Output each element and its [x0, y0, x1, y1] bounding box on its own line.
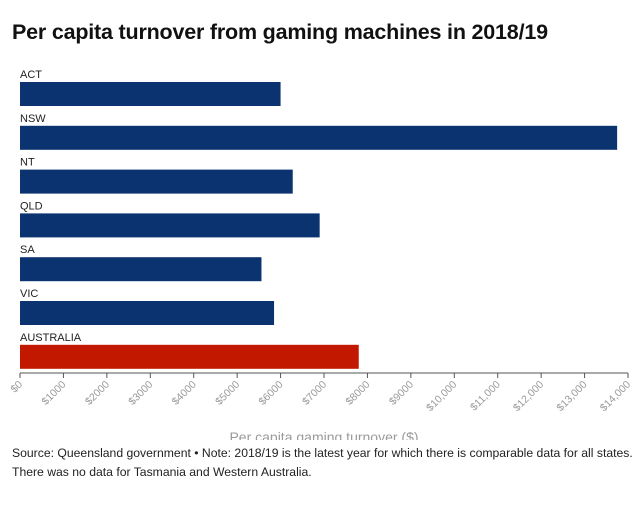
x-tick-label: $7000 [300, 379, 329, 408]
x-axis-title: Per capita gaming turnover ($) [229, 429, 418, 440]
x-tick-label: $1000 [39, 379, 68, 408]
category-label: SA [20, 244, 35, 256]
chart-title: Per capita turnover from gaming machines… [12, 20, 548, 44]
bar [20, 169, 293, 194]
category-label: ACT [20, 69, 42, 81]
category-label: QLD [20, 200, 43, 212]
category-label: NSW [20, 113, 46, 125]
x-tick-label: $8000 [343, 379, 372, 408]
category-label: NT [20, 157, 35, 169]
bar [20, 213, 320, 238]
x-tick-label: $12,000 [511, 379, 546, 414]
x-tick-label: $13,000 [554, 379, 589, 414]
x-tick-label: $0 [8, 379, 25, 396]
x-tick-label: $3000 [126, 379, 155, 408]
source-note: Source: Queensland government • Note: 20… [12, 446, 633, 479]
x-tick-label: $4000 [170, 379, 199, 408]
category-label: VIC [20, 288, 38, 300]
bar [20, 125, 618, 150]
x-tick-label: $11,000 [468, 379, 503, 414]
x-tick-label: $9000 [387, 379, 416, 408]
bar [20, 257, 262, 282]
bar-chart: ACT NSW NT QLD SA VIC AUSTRALIA $0 $1000 $2000 $30… [8, 69, 633, 440]
x-tick-label: $6000 [257, 379, 286, 408]
category-label: AUSTRALIA [20, 332, 82, 344]
x-tick-label: $2000 [83, 379, 112, 408]
bar [20, 82, 281, 106]
bar [20, 301, 275, 325]
x-tick-label: $10,000 [424, 379, 459, 414]
x-tick-label: $5000 [213, 379, 242, 408]
x-tick-label: $14,000 [598, 379, 633, 414]
bar [20, 344, 359, 369]
